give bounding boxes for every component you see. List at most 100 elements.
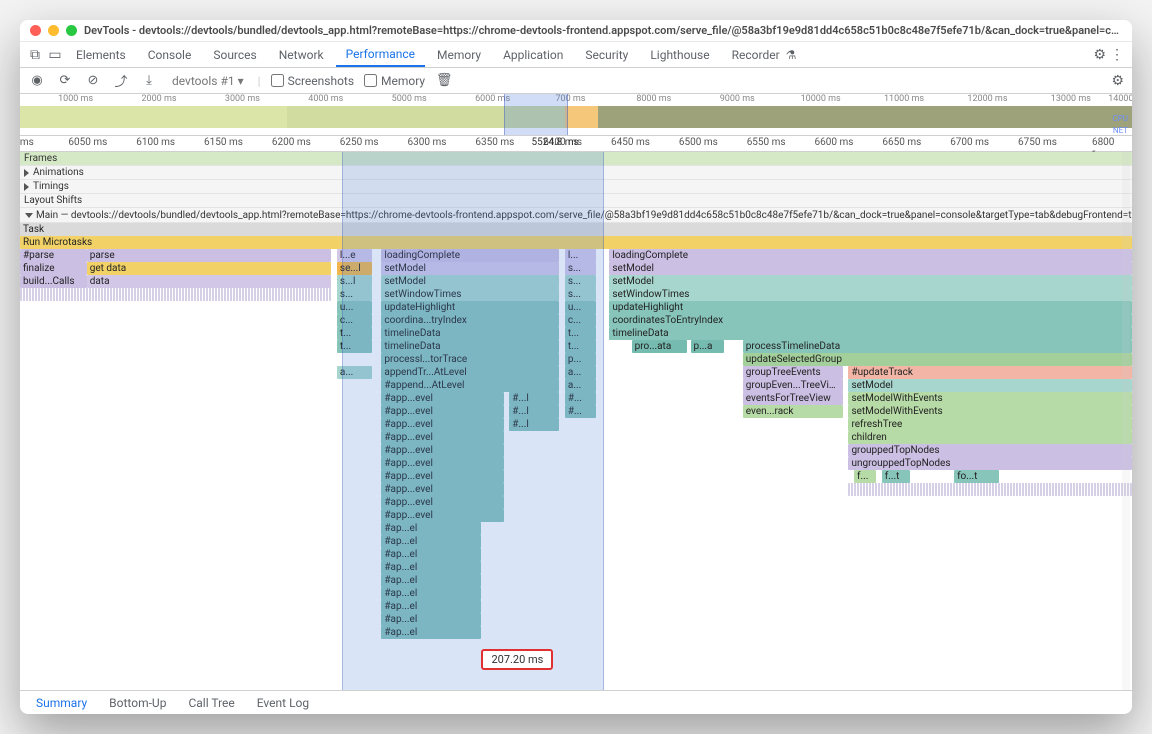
- flame-bar[interactable]: appendTr...AtLevel: [381, 366, 559, 379]
- flame-bar[interactable]: groupEven...TreeView: [743, 379, 843, 392]
- tab-performance[interactable]: Performance: [336, 42, 425, 67]
- flame-bar[interactable]: setModel: [848, 379, 1132, 392]
- flame-bar[interactable]: coordinatesToEntryIndex: [609, 314, 1132, 327]
- flame-bar[interactable]: #app...evel: [381, 444, 503, 457]
- flame-bar[interactable]: #app...evel: [381, 431, 503, 444]
- flame-bar[interactable]: t...: [565, 327, 596, 340]
- flame-bar[interactable]: setModelWithEvents: [848, 392, 1132, 405]
- time-ruler[interactable]: 00 ms6050 ms6100 ms6150 ms6200 ms6250 ms…: [20, 136, 1132, 152]
- session-select[interactable]: devtools #1▾: [168, 74, 248, 88]
- flame-bar[interactable]: updateSelectedGroup: [743, 353, 1132, 366]
- flame-bar[interactable]: l...e: [337, 249, 373, 262]
- flame-bar[interactable]: [20, 288, 331, 301]
- flame-bar[interactable]: build...Calls: [20, 275, 87, 288]
- track-frames[interactable]: Frames: [20, 152, 1132, 166]
- flame-bar[interactable]: pro...ata: [632, 340, 688, 353]
- flame-bar[interactable]: processl...torTrace: [381, 353, 559, 366]
- screenshots-checkbox[interactable]: Screenshots: [271, 74, 354, 88]
- flame-bar[interactable]: #...: [565, 392, 596, 405]
- minimize-icon[interactable]: [48, 25, 59, 36]
- flame-bar[interactable]: #ap...el: [381, 561, 481, 574]
- flame-bar[interactable]: #ap...el: [381, 535, 481, 548]
- flame-bar[interactable]: #...l: [509, 405, 559, 418]
- flame-bar[interactable]: #...: [565, 405, 596, 418]
- flame-bar[interactable]: s...: [565, 262, 596, 275]
- track-timings[interactable]: Timings: [20, 180, 1132, 194]
- tab-lighthouse[interactable]: Lighthouse: [640, 42, 719, 67]
- clear-icon[interactable]: ⊘: [84, 73, 102, 88]
- flame-bar[interactable]: u...: [565, 301, 596, 314]
- flame-bar[interactable]: s...: [565, 288, 596, 301]
- flame-bar[interactable]: #app...evel: [381, 405, 503, 418]
- tab-memory[interactable]: Memory: [427, 42, 491, 67]
- flame-bar[interactable]: loadingComplete: [609, 249, 1132, 262]
- flame-bar[interactable]: #app...evel: [381, 470, 503, 483]
- flame-bar[interactable]: f...: [854, 470, 876, 483]
- flame-bar[interactable]: updateHighlight: [609, 301, 1132, 314]
- flame-bar[interactable]: processTimelineData: [743, 340, 1132, 353]
- flame-bar[interactable]: c...: [337, 314, 373, 327]
- record-icon[interactable]: ◉: [28, 73, 46, 88]
- flame-bar[interactable]: updateHighlight: [381, 301, 559, 314]
- flame-bar[interactable]: #append...AtLevel: [381, 379, 559, 392]
- flame-bar[interactable]: setWindowTimes: [381, 288, 559, 301]
- flame-bar[interactable]: s...: [565, 275, 596, 288]
- flame-bar[interactable]: refreshTree: [848, 418, 1132, 431]
- flame-chart[interactable]: Frames Animations Timings Layout Shifts …: [20, 152, 1132, 690]
- flame-bar[interactable]: timelineData: [381, 340, 559, 353]
- flame-bar[interactable]: setModel: [381, 262, 559, 275]
- tab-network[interactable]: Network: [269, 42, 334, 67]
- flame-bar[interactable]: #app...evel: [381, 509, 503, 522]
- flame-bar[interactable]: #ap...el: [381, 574, 481, 587]
- more-icon[interactable]: ⋮: [1108, 47, 1126, 63]
- flame-bar[interactable]: t...: [337, 340, 373, 353]
- flame-bar[interactable]: setModel: [609, 262, 1132, 275]
- flame-bar[interactable]: #updateTrack: [848, 366, 1132, 379]
- tab-console[interactable]: Console: [138, 42, 202, 67]
- flame-bar[interactable]: timelineData: [381, 327, 559, 340]
- flame-bar[interactable]: setModel: [609, 275, 1132, 288]
- track-main[interactable]: Main — devtools://devtools/bundled/devto…: [20, 208, 1132, 223]
- flame-bar[interactable]: #ap...el: [381, 626, 481, 639]
- flame-bar[interactable]: #app...evel: [381, 483, 503, 496]
- flame-bar[interactable]: coordina...tryIndex: [381, 314, 559, 327]
- flame-bar[interactable]: eventsForTreeView: [743, 392, 843, 405]
- flame-bar[interactable]: a...: [565, 379, 596, 392]
- flame-bar[interactable]: a...: [565, 366, 596, 379]
- flame-bar[interactable]: ungrouppedTopNodes: [848, 457, 1132, 470]
- trash-icon[interactable]: 🗑: [435, 73, 453, 88]
- flame-bar[interactable]: c...: [565, 314, 596, 327]
- flame-bar[interactable]: data: [87, 275, 332, 288]
- tab-sources[interactable]: Sources: [203, 42, 266, 67]
- flame-bar[interactable]: t...: [565, 340, 596, 353]
- flame-bar[interactable]: Run Microtasks: [20, 236, 1132, 249]
- flame-bar[interactable]: children: [848, 431, 1132, 444]
- flame-bar[interactable]: #parse: [20, 249, 87, 262]
- tab-recorder[interactable]: Recorder: [722, 42, 790, 67]
- flame-bar[interactable]: fo...t: [954, 470, 998, 483]
- flame-bar[interactable]: finalize: [20, 262, 87, 275]
- close-icon[interactable]: [30, 25, 41, 36]
- tab-application[interactable]: Application: [493, 42, 573, 67]
- flame-bar[interactable]: #app...evel: [381, 418, 503, 431]
- flame-bar[interactable]: s...l: [337, 275, 373, 288]
- flame-bar[interactable]: p...a: [691, 340, 724, 353]
- settings-gear-icon[interactable]: ⚙: [1093, 47, 1106, 63]
- flame-bar[interactable]: [848, 483, 1132, 496]
- overview-minimap[interactable]: 1000 ms2000 ms3000 ms4000 ms5000 ms6000 …: [20, 94, 1132, 136]
- flame-bar[interactable]: timelineData: [609, 327, 1132, 340]
- flame-bar[interactable]: #app...evel: [381, 457, 503, 470]
- flame-bar[interactable]: a...: [337, 366, 373, 379]
- flame-bar[interactable]: #app...evel: [381, 392, 503, 405]
- flame-bar[interactable]: groupTreeEvents: [743, 366, 843, 379]
- flame-bar[interactable]: grouppedTopNodes: [848, 444, 1132, 457]
- detail-tab-call-tree[interactable]: Call Tree: [178, 691, 244, 714]
- flame-bar[interactable]: #ap...el: [381, 613, 481, 626]
- flame-bar[interactable]: f...t: [882, 470, 910, 483]
- flame-bar[interactable]: se...l: [337, 262, 373, 275]
- flame-bar[interactable]: t...: [337, 327, 373, 340]
- flame-bar[interactable]: setModel: [381, 275, 559, 288]
- track-animations[interactable]: Animations: [20, 166, 1132, 180]
- flame-bar[interactable]: #ap...el: [381, 600, 481, 613]
- flame-bar[interactable]: setModelWithEvents: [848, 405, 1132, 418]
